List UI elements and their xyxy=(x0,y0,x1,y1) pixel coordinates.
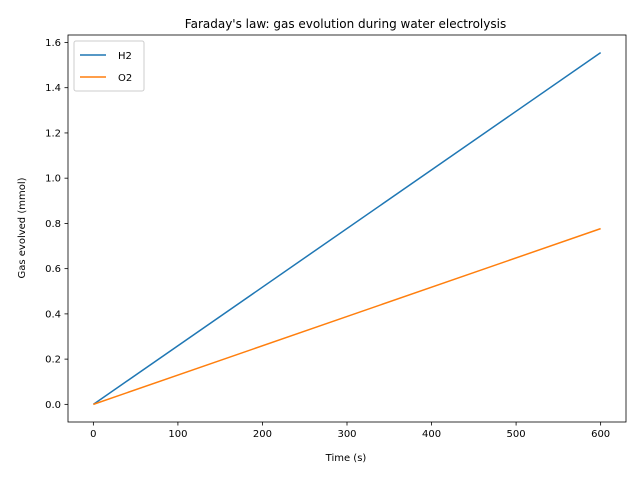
legend-label-h2: H2 xyxy=(118,51,132,62)
x-tick-label: 200 xyxy=(253,429,272,440)
legend: H2 O2 xyxy=(73,40,145,92)
y-tick-label: 1.2 xyxy=(45,128,61,139)
x-tick-label: 400 xyxy=(422,429,441,440)
x-tick-label: 0 xyxy=(90,429,96,440)
y-axis-label: Gas evolved (mmol) xyxy=(17,177,28,278)
y-tick-label: 0.8 xyxy=(45,219,61,230)
x-axis-label: Time (s) xyxy=(325,453,367,464)
x-tick-label: 500 xyxy=(507,429,526,440)
series-line-h2 xyxy=(92,52,602,405)
y-tick-label: 0.4 xyxy=(45,309,61,320)
y-tick-label: 1.6 xyxy=(45,38,61,49)
y-tick-label: 0.2 xyxy=(45,355,61,366)
y-tick-label: 0.6 xyxy=(45,264,61,275)
y-tick-label: 1.0 xyxy=(45,174,61,185)
x-tick-label: 600 xyxy=(591,429,610,440)
x-tick-label: 300 xyxy=(337,429,356,440)
y-tick-label: 1.4 xyxy=(45,83,61,94)
y-tick-label: 0.0 xyxy=(45,400,61,411)
legend-box xyxy=(73,40,145,92)
x-tick-label: 100 xyxy=(168,429,187,440)
legend-label-o2: O2 xyxy=(118,73,132,84)
series-line-o2 xyxy=(93,227,601,406)
chart-title: Faraday's law: gas evolution during wate… xyxy=(185,17,506,31)
